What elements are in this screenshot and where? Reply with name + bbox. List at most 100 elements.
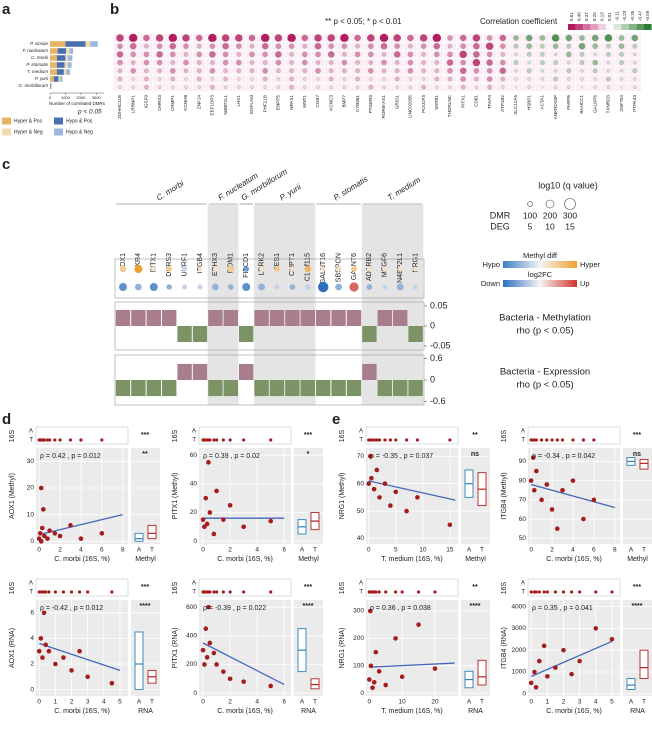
significance: ns: [633, 451, 641, 458]
strip-group: T: [29, 438, 33, 444]
x-tick-label: 0: [367, 699, 371, 706]
gene-label: SNTB1: [434, 95, 439, 110]
correlation-dot: [593, 77, 597, 81]
correlation-dot: [513, 44, 519, 49]
strip-point: [578, 590, 582, 594]
significance-note: ** p < 0.05; * p < 0.01: [325, 17, 402, 26]
correlation-dot: [487, 85, 492, 90]
x-tick-label: 4: [79, 547, 83, 554]
x-tick-label: 8: [121, 547, 125, 554]
rho-bar: [177, 363, 192, 380]
y-tick-label: 0.05: [430, 300, 448, 310]
box: [639, 459, 649, 470]
y-tick-label: 6: [30, 610, 34, 617]
legend-title: log2FC: [528, 270, 553, 279]
point: [211, 531, 217, 537]
gene-label: THORLNC: [447, 94, 452, 117]
rho-bar: [208, 310, 223, 326]
rho-bar: [331, 310, 346, 326]
strip-point: [377, 438, 382, 442]
point: [200, 647, 206, 653]
strip-label: 16S: [339, 429, 346, 442]
correlation-dot: [592, 34, 599, 42]
strip-point: [228, 590, 232, 594]
point: [52, 531, 58, 536]
point: [57, 533, 63, 539]
correlation-dot: [368, 60, 373, 65]
correlation-dot: [527, 60, 531, 65]
bar-segment: [50, 62, 57, 68]
group-label: P. stomatis: [332, 174, 369, 202]
strip-point: [228, 438, 232, 442]
legend-tick-label: -0.47: [637, 10, 642, 21]
bar-segment: [50, 48, 58, 54]
methyl-dot: [119, 265, 127, 273]
correlation-dot: [501, 85, 505, 89]
correlation-note: ρ = -0.35 , p = 0.037: [370, 453, 433, 460]
box-group-label: A: [629, 699, 634, 706]
point: [69, 668, 74, 673]
correlation-dot: [208, 33, 217, 43]
correlation-dot: [276, 85, 281, 89]
strip-point: [47, 438, 52, 442]
correlation-dot: [263, 60, 268, 65]
expression-dot: [119, 283, 127, 291]
y-tick-label: 20: [190, 509, 198, 516]
color-swatch: [613, 24, 622, 30]
correlation-dot: [593, 68, 598, 73]
correlation-dot: [486, 68, 493, 74]
correlation-dot: [223, 76, 228, 82]
correlation-dot: [237, 85, 241, 89]
x-tick-label: 0: [529, 699, 533, 706]
box: [310, 678, 320, 690]
point: [38, 636, 44, 641]
correlation-dot: [486, 51, 493, 58]
panel-note: rho (p < 0.05): [516, 326, 573, 337]
correlation-dot: [460, 67, 467, 74]
gene-label: AOX1: [120, 253, 127, 272]
correlation-dot: [329, 68, 334, 73]
correlation-dot: [419, 34, 428, 42]
y-tick-label: 0: [30, 538, 34, 545]
correlation-dot: [131, 85, 135, 89]
group-label: P. yurii: [278, 182, 303, 202]
correlation-dot: [249, 51, 255, 58]
gene-label: CD81: [474, 95, 479, 107]
methyl-dot: [227, 265, 235, 273]
strip-point: [560, 438, 565, 442]
correlation-dot: [407, 68, 414, 74]
correlation-dot: [461, 85, 466, 90]
gene-label: CYB561: [355, 95, 360, 113]
correlation-dot: [540, 44, 545, 49]
box-axis-label: RNA: [138, 708, 153, 715]
point: [40, 655, 45, 660]
legend-tick-label: -0.11: [615, 11, 620, 21]
correlation-dot: [210, 77, 215, 81]
correlation-dot: [434, 68, 439, 73]
correlation-dot: [633, 60, 637, 65]
significance: ****: [140, 603, 151, 610]
gene-label: EEF1DP3: [210, 95, 215, 116]
rho-bar: [408, 380, 423, 397]
correlation-dot: [527, 85, 531, 89]
rho-bar: [239, 363, 254, 380]
x-tick-label: 3: [86, 699, 90, 706]
point: [534, 468, 539, 474]
correlation-dot: [472, 34, 481, 42]
y-axis-label: AOX1 (RNA): [9, 628, 16, 668]
expression-dot: [335, 283, 342, 291]
y-tick-label: 3000: [512, 625, 527, 632]
strip-point: [221, 590, 225, 594]
point: [78, 536, 84, 541]
rho-bar: [285, 310, 300, 326]
x-tick-label: 6: [592, 547, 596, 554]
correlation-dot: [527, 77, 531, 81]
significance: ****: [470, 603, 481, 610]
point: [214, 662, 219, 667]
point: [368, 453, 373, 459]
correlation-dot: [500, 59, 506, 66]
box-axis-label: Methyl: [627, 556, 648, 563]
gene-label: ITGB4: [197, 253, 204, 273]
point: [383, 682, 389, 688]
y-tick-label: 30: [27, 458, 35, 465]
